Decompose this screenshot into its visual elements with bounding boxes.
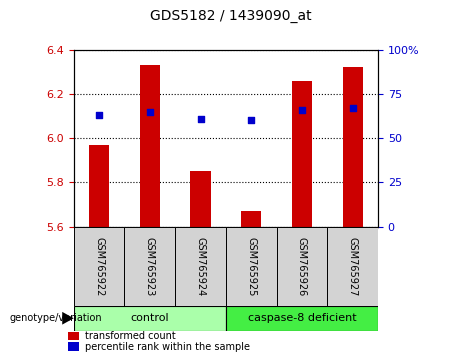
- Bar: [190, 171, 211, 227]
- Text: GDS5182 / 1439090_at: GDS5182 / 1439090_at: [150, 9, 311, 23]
- Point: [95, 112, 103, 118]
- Bar: [124, 227, 175, 306]
- Bar: [74, 306, 226, 331]
- Point: [248, 118, 255, 123]
- Bar: [68, 342, 79, 351]
- Text: GSM765923: GSM765923: [145, 237, 155, 296]
- Text: GSM765924: GSM765924: [195, 237, 206, 296]
- Bar: [327, 227, 378, 306]
- Bar: [68, 332, 79, 340]
- Bar: [140, 65, 160, 227]
- Point: [298, 107, 306, 113]
- Text: GSM765926: GSM765926: [297, 237, 307, 296]
- Text: GSM765922: GSM765922: [94, 237, 104, 296]
- Text: transformed count: transformed count: [85, 331, 176, 341]
- Text: genotype/variation: genotype/variation: [9, 313, 102, 323]
- Bar: [277, 227, 327, 306]
- Bar: [226, 227, 277, 306]
- Bar: [343, 67, 363, 227]
- Text: caspase-8 deficient: caspase-8 deficient: [248, 313, 356, 323]
- Bar: [226, 306, 378, 331]
- Bar: [89, 145, 109, 227]
- Text: percentile rank within the sample: percentile rank within the sample: [85, 342, 250, 352]
- Bar: [74, 227, 124, 306]
- Point: [197, 116, 204, 121]
- Bar: [175, 227, 226, 306]
- Text: GSM765925: GSM765925: [246, 237, 256, 296]
- Text: control: control: [130, 313, 169, 323]
- Point: [146, 109, 154, 114]
- Bar: [241, 211, 261, 227]
- Text: GSM765927: GSM765927: [348, 237, 358, 296]
- Point: [349, 105, 356, 111]
- Bar: [292, 81, 312, 227]
